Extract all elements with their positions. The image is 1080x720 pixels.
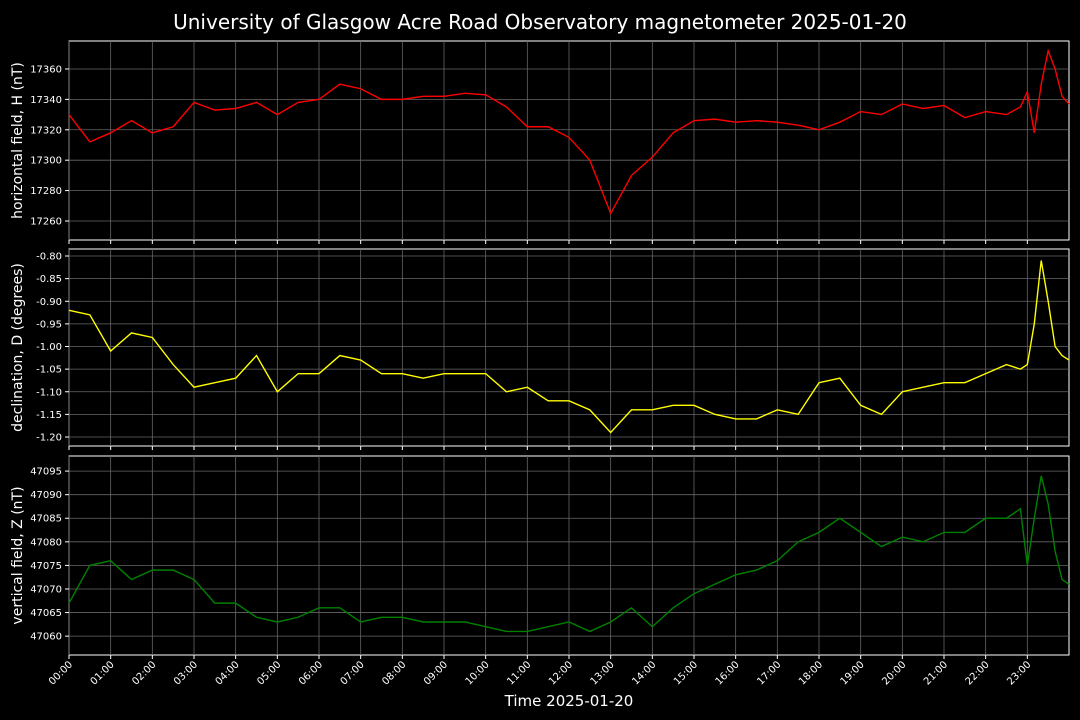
data-line — [68, 260, 1070, 434]
x-tick-label: 23:00 — [1005, 659, 1033, 687]
x-tick-label: 00:00 — [47, 659, 75, 687]
x-tick-label: 05:00 — [255, 659, 283, 687]
y-axis-label: horizontal field, H (nT) — [10, 62, 26, 219]
y-tick-label: 47070 — [30, 584, 62, 595]
x-tick-label: 11:00 — [505, 659, 533, 687]
x-tick-label: 22:00 — [964, 659, 992, 687]
y-tick-label: -1.15 — [36, 410, 62, 421]
y-tick-label: -1.10 — [36, 387, 62, 398]
x-tick-label: 01:00 — [89, 659, 117, 687]
x-tick-label: 10:00 — [464, 659, 492, 687]
x-tick-label: 08:00 — [380, 659, 408, 687]
y-tick-label: 17340 — [30, 95, 62, 106]
x-axis-label: Time 2025-01-20 — [504, 692, 634, 710]
data-line — [68, 48, 1070, 216]
x-tick-label: 09:00 — [422, 659, 450, 687]
x-tick-label: 07:00 — [339, 659, 367, 687]
x-tick-label: 16:00 — [714, 659, 742, 687]
y-tick-label: -0.95 — [36, 319, 62, 330]
y-tick-label: 47085 — [30, 514, 62, 525]
y-axis-label: vertical field, Z (nT) — [10, 486, 26, 624]
y-tick-label: 17260 — [30, 216, 62, 227]
x-tick-label: 20:00 — [880, 659, 908, 687]
x-tick-label: 15:00 — [672, 659, 700, 687]
y-tick-label: -1.05 — [36, 365, 62, 376]
x-tick-label: 21:00 — [922, 659, 950, 687]
x-tick-label: 14:00 — [630, 659, 658, 687]
x-tick-label: 03:00 — [172, 659, 200, 687]
x-tick-label: 06:00 — [297, 659, 325, 687]
y-tick-label: 47075 — [30, 561, 62, 572]
x-tick-label: 13:00 — [589, 659, 617, 687]
y-tick-label: 17360 — [30, 64, 62, 75]
y-tick-label: 17280 — [30, 186, 62, 197]
chart-title: University of Glasgow Acre Road Observat… — [173, 10, 907, 34]
y-tick-label: 17300 — [30, 156, 62, 167]
data-line — [68, 475, 1070, 633]
y-tick-label: -1.20 — [36, 432, 62, 443]
y-tick-label: 47060 — [30, 632, 62, 643]
y-tick-label: 17320 — [30, 125, 62, 136]
y-tick-label: -0.80 — [36, 252, 62, 263]
y-axis-label: declination, D (degrees) — [10, 263, 26, 432]
x-tick-label: 12:00 — [547, 659, 575, 687]
y-tick-label: 47080 — [30, 537, 62, 548]
x-tick-label: 17:00 — [755, 659, 783, 687]
x-tick-label: 18:00 — [797, 659, 825, 687]
y-tick-label: 47065 — [30, 608, 62, 619]
x-tick-label: 04:00 — [214, 659, 242, 687]
x-tick-label: 19:00 — [839, 659, 867, 687]
y-tick-label: 47090 — [30, 490, 62, 501]
y-tick-label: -1.00 — [36, 342, 62, 353]
y-tick-label: -0.85 — [36, 274, 62, 285]
x-tick-label: 02:00 — [130, 659, 158, 687]
y-tick-label: 47095 — [30, 467, 62, 478]
y-tick-label: -0.90 — [36, 297, 62, 308]
